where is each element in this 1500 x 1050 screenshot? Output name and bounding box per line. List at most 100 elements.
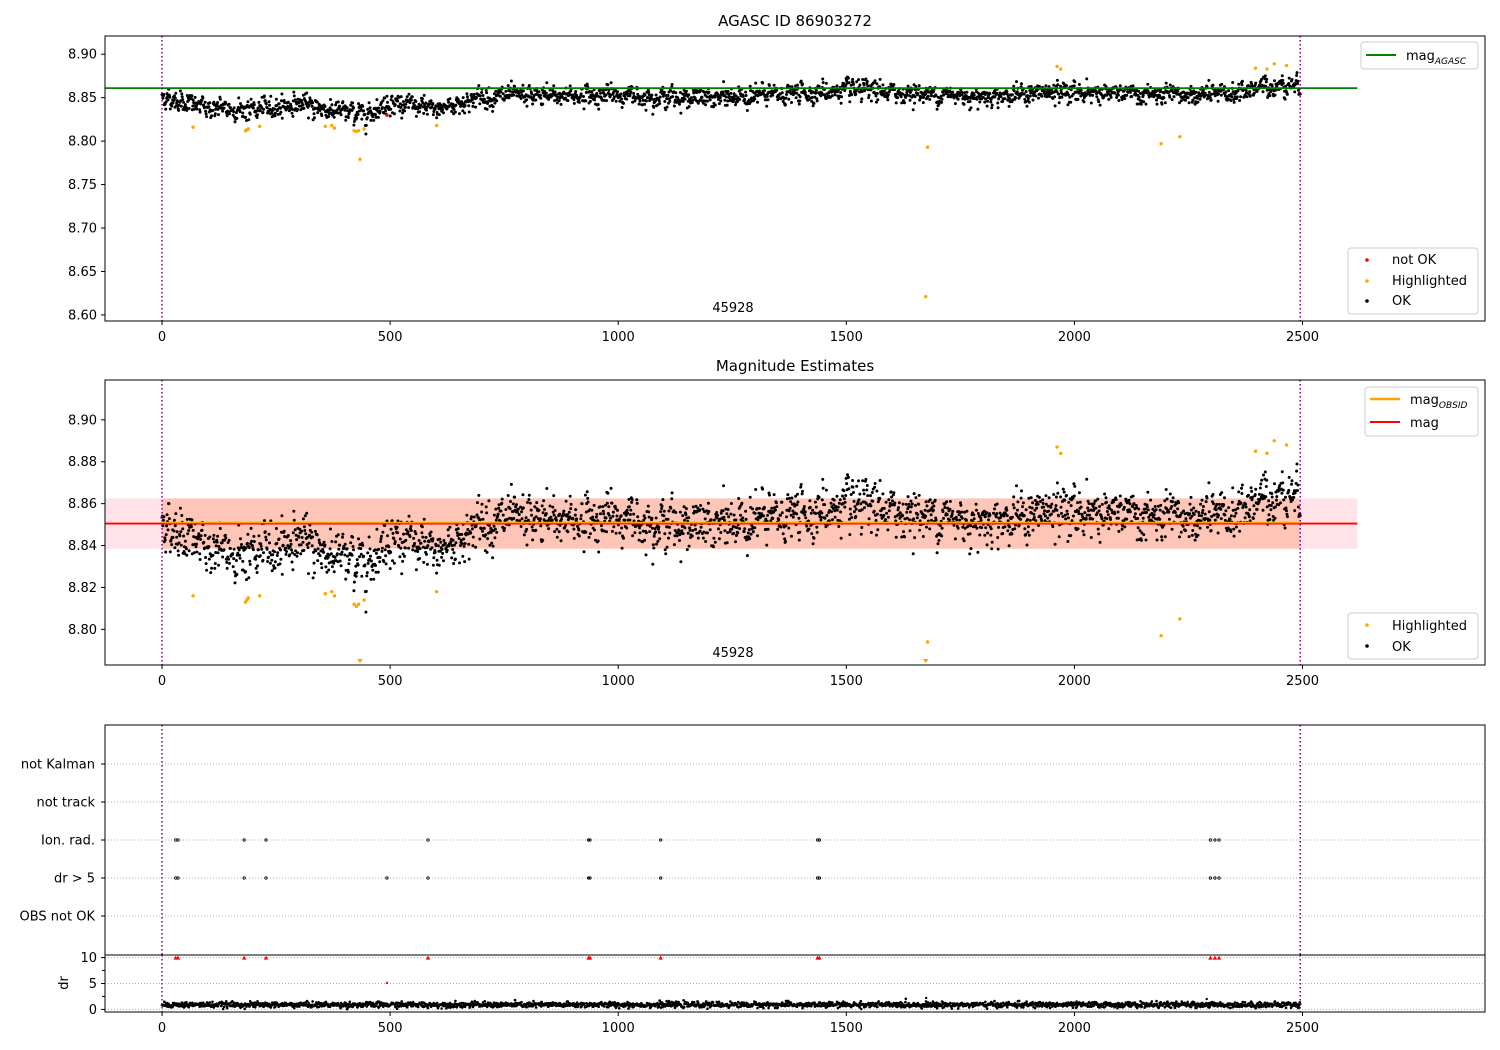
ok-point — [191, 528, 195, 532]
ok-point — [162, 93, 166, 96]
ok-point — [562, 509, 566, 513]
ok-point — [784, 524, 788, 528]
ok-point — [270, 558, 274, 562]
ok-point — [189, 525, 193, 529]
ok-point — [592, 88, 596, 92]
ok-point — [606, 83, 610, 87]
ok-point — [1027, 533, 1031, 537]
ok-point — [722, 484, 726, 488]
ok-point — [301, 103, 305, 107]
ok-point — [338, 559, 342, 563]
ok-point — [799, 485, 803, 489]
ok-point — [383, 548, 387, 552]
ok-point — [233, 581, 237, 585]
ok-point — [625, 508, 629, 512]
ok-point — [805, 524, 809, 528]
ok-point — [1171, 496, 1175, 500]
ok-point — [984, 526, 988, 530]
ok-point — [1280, 491, 1284, 495]
ok-point — [1015, 90, 1019, 94]
ok-point — [431, 102, 435, 105]
ok-point — [654, 530, 658, 534]
ok-point — [265, 547, 269, 551]
ok-point — [380, 534, 383, 538]
ok-point — [471, 104, 475, 108]
ok-point — [765, 94, 769, 98]
ok-point — [211, 108, 215, 112]
ok-point — [560, 517, 563, 521]
ok-point — [329, 527, 332, 531]
ok-point — [1137, 507, 1141, 511]
ok-point — [504, 508, 508, 511]
ok-point — [1003, 97, 1007, 101]
ok-point — [882, 513, 886, 517]
ok-point — [654, 516, 658, 520]
ok-point — [553, 99, 557, 103]
ok-point — [282, 529, 286, 533]
ok-point — [866, 494, 870, 498]
ok-point — [1238, 99, 1242, 102]
ok-point — [1273, 79, 1276, 83]
ok-point — [486, 102, 490, 105]
ok-point — [336, 111, 340, 115]
ok-point — [658, 537, 662, 541]
ok-point — [460, 542, 464, 546]
ok-point — [664, 108, 668, 112]
ok-point — [446, 528, 450, 532]
ok-point — [1118, 84, 1122, 88]
ok-point — [451, 538, 455, 542]
ok-point — [378, 560, 382, 564]
ok-point — [602, 512, 606, 516]
ok-point — [595, 92, 599, 95]
ok-point — [1207, 90, 1211, 94]
ok-point — [807, 527, 811, 531]
ok-point — [389, 107, 393, 111]
ok-point — [845, 482, 849, 486]
ok-point — [871, 499, 875, 503]
ok-point — [383, 96, 387, 100]
ok-point — [996, 101, 1000, 105]
ok-point — [185, 108, 189, 112]
ok-point — [1263, 74, 1267, 78]
ok-point — [609, 93, 613, 97]
ok-point — [527, 493, 531, 497]
ok-point — [670, 83, 674, 86]
ok-point — [338, 543, 342, 547]
ok-point — [1117, 529, 1121, 533]
ok-point — [494, 507, 498, 511]
agasc-obsid-label: 45928 — [712, 301, 753, 316]
ok-point — [823, 503, 827, 507]
ok-point — [545, 81, 549, 85]
ok-point — [324, 565, 328, 569]
ok-point — [768, 84, 771, 87]
ok-point — [1224, 509, 1228, 513]
ok-point — [205, 115, 209, 119]
ok-point — [1275, 495, 1279, 499]
ok-point — [216, 101, 220, 104]
ok-point — [267, 100, 271, 104]
ok-point — [1055, 78, 1059, 82]
ok-point — [707, 90, 711, 94]
ok-point — [557, 99, 561, 103]
agasc-title: AGASC ID 86903272 — [718, 12, 872, 30]
ok-point — [301, 540, 305, 544]
ok-point — [972, 513, 976, 517]
ok-point — [1077, 491, 1081, 495]
ok-point — [787, 97, 791, 101]
ok-point — [422, 111, 426, 115]
ok-point — [231, 113, 235, 117]
ok-point — [442, 559, 445, 563]
ok-point — [629, 508, 633, 512]
ok-point — [572, 101, 576, 105]
ok-point — [644, 531, 648, 535]
ok-point — [712, 536, 716, 540]
ok-point — [429, 99, 433, 103]
ok-point — [1052, 83, 1056, 87]
ok-point — [202, 103, 206, 107]
ok-point — [1229, 99, 1233, 103]
highlighted-point — [356, 129, 361, 133]
ok-point — [557, 530, 561, 534]
ok-point — [375, 98, 379, 102]
ok-point — [1081, 529, 1085, 533]
ok-point — [1123, 525, 1127, 529]
